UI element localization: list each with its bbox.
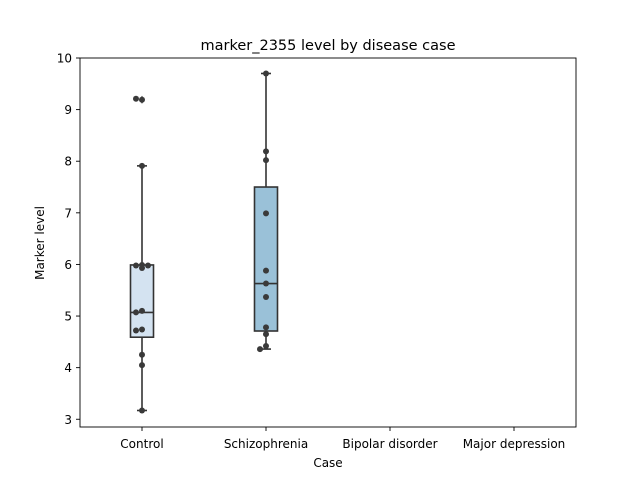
data-point xyxy=(263,210,269,217)
data-point xyxy=(263,70,269,77)
data-point xyxy=(133,309,139,316)
data-point xyxy=(263,157,269,164)
data-point xyxy=(263,324,269,331)
data-point xyxy=(139,307,145,314)
data-point xyxy=(263,293,269,300)
y-tick-label: 10 xyxy=(57,52,72,66)
data-point xyxy=(139,326,145,333)
box-group-control xyxy=(129,95,155,414)
y-tick-label: 5 xyxy=(64,310,72,324)
x-tick-label: Control xyxy=(120,437,163,451)
box xyxy=(253,186,279,332)
x-tick-label: Schizophrenia xyxy=(224,437,308,451)
data-point xyxy=(139,351,145,358)
data-point xyxy=(139,407,145,414)
x-tick-label: Major depression xyxy=(463,437,566,451)
plot-frame xyxy=(79,57,577,428)
y-tick-label: 3 xyxy=(64,413,72,427)
box-group-schizophrenia xyxy=(253,70,279,353)
data-point xyxy=(263,280,269,287)
data-point xyxy=(139,265,145,272)
data-point xyxy=(263,148,269,155)
data-point xyxy=(257,346,263,353)
data-point xyxy=(139,96,145,103)
data-point xyxy=(263,331,269,338)
data-point xyxy=(263,342,269,349)
data-point xyxy=(133,95,139,102)
y-tick-label: 8 xyxy=(64,155,72,169)
y-tick-label: 6 xyxy=(64,258,72,272)
x-tick-label: Bipolar disorder xyxy=(342,437,437,451)
x-axis-label: Case xyxy=(313,456,342,470)
data-point xyxy=(139,162,145,169)
data-point xyxy=(145,262,151,269)
y-tick-label: 9 xyxy=(64,103,72,117)
y-axis: 3 4 5 6 7 8 9 10 xyxy=(57,52,80,427)
plot-area xyxy=(129,70,279,414)
data-point xyxy=(263,267,269,274)
box xyxy=(129,264,155,339)
y-tick-label: 4 xyxy=(64,361,72,375)
chart-title: marker_2355 level by disease case xyxy=(201,38,456,54)
x-axis: Control Schizophrenia Bipolar disorder Majo… xyxy=(120,427,565,451)
data-point xyxy=(139,362,145,369)
y-axis-label: Marker level xyxy=(33,206,47,280)
y-tick-label: 7 xyxy=(64,206,72,220)
data-point xyxy=(133,327,139,334)
data-point xyxy=(133,262,139,269)
